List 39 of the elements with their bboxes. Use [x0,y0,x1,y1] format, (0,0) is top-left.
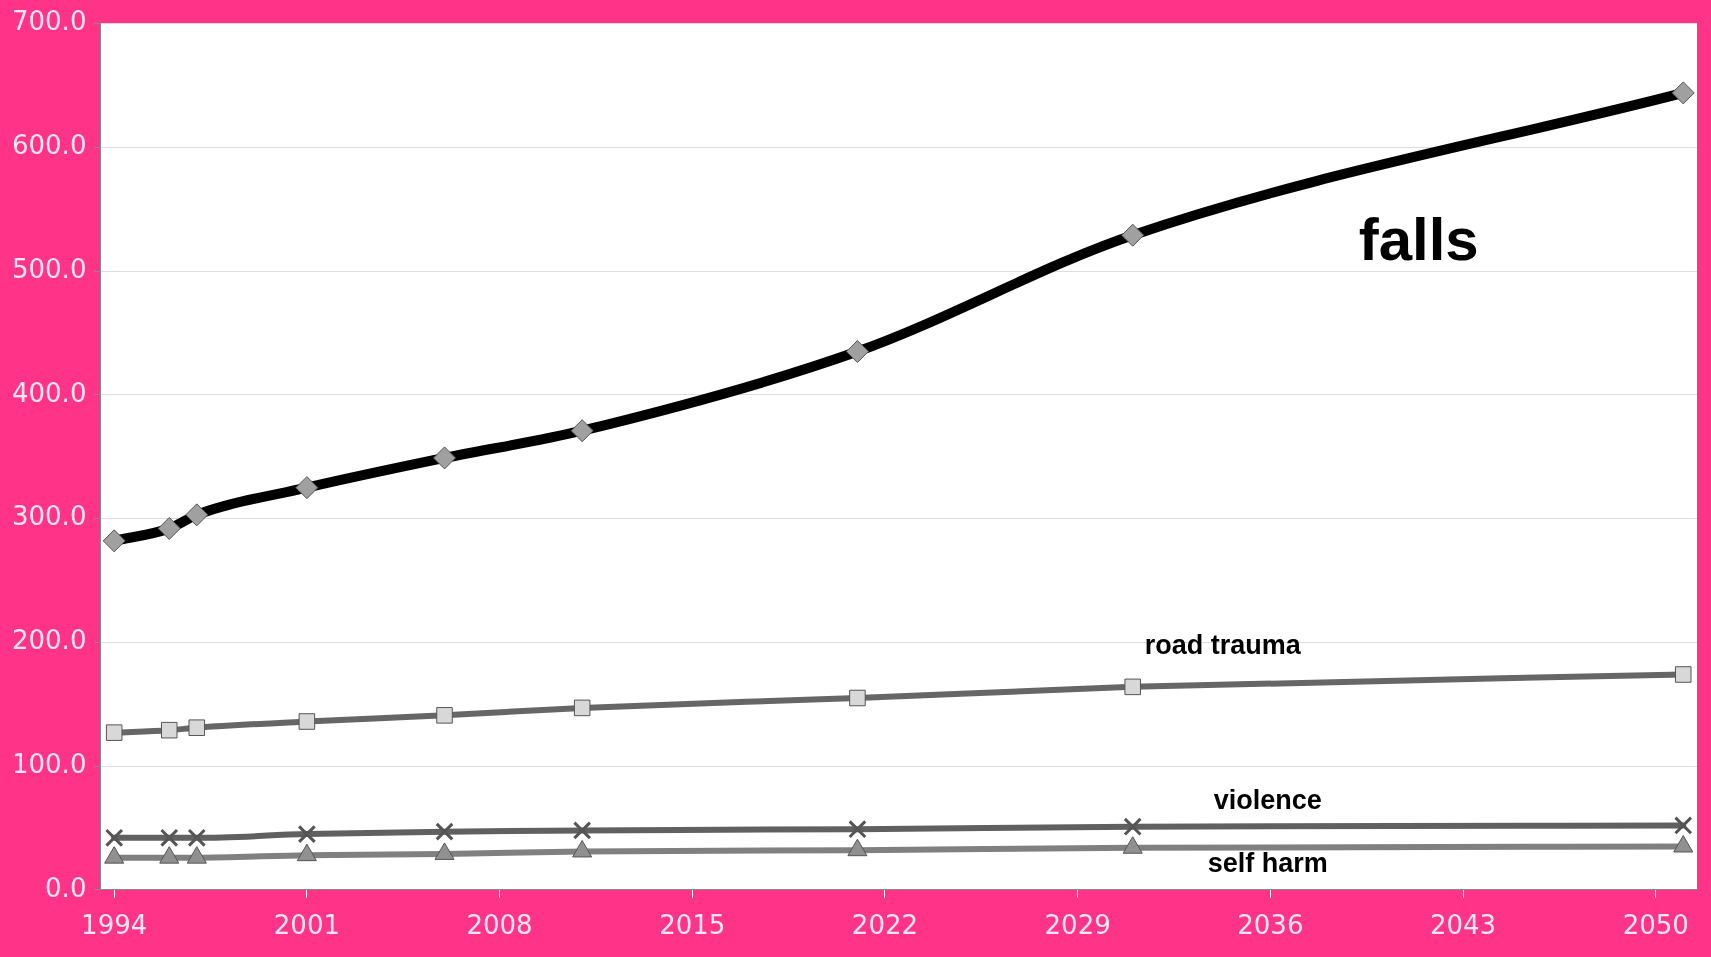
x-tick-label: 2036 [1237,910,1304,941]
series-label: violence [1213,785,1322,816]
point [436,707,453,724]
series-label: falls [1358,205,1479,273]
point [1673,816,1693,835]
series-label: self harm [1207,848,1328,879]
point [188,719,206,736]
x-tick-label: 2015 [659,910,726,941]
point [1124,678,1141,696]
point [1123,817,1142,836]
point [187,828,207,848]
point [298,713,316,730]
x-tick-label: 2043 [1429,910,1497,941]
point [297,824,317,844]
y-tick-label: 100.0 [12,748,87,779]
point [572,821,592,840]
y-tick-label: 0.0 [45,872,87,903]
y-tick-label: 500.0 [12,253,87,284]
point [435,822,454,841]
series-label: road trauma [1144,630,1302,661]
y-tick-label: 300.0 [12,501,87,532]
x-tick-label: 2029 [1044,910,1111,941]
y-tick-label: 600.0 [12,130,87,161]
x-tick-label: 2001 [273,910,340,941]
point [104,828,124,848]
y-tick-label: 200.0 [12,625,87,656]
point [849,689,866,707]
x-tick-label: 2050 [1622,910,1689,941]
point [848,819,867,839]
point [159,828,179,848]
point [573,699,591,717]
y-tick-label: 700.0 [12,6,87,37]
x-tick-label: 1994 [81,910,148,941]
point [160,721,178,739]
x-tick-label: 2022 [851,910,919,941]
x-tick-label: 2008 [466,910,533,941]
point [1674,666,1692,683]
y-tick-label: 400.0 [12,377,87,408]
point [105,724,123,741]
